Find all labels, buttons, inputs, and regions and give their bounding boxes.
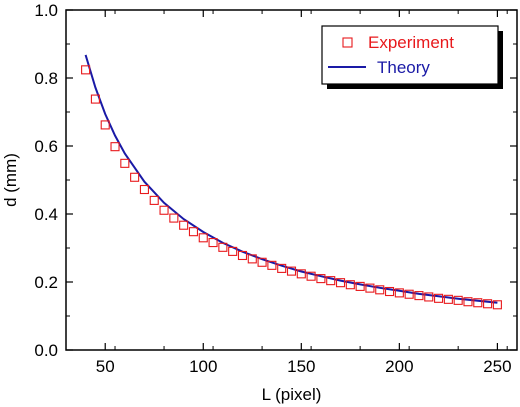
axis-ticks [66, 9, 517, 351]
experiment-point [149, 195, 159, 205]
x-tick-label: 200 [385, 357, 413, 376]
experiment-point [355, 281, 365, 291]
experiment-point [120, 158, 130, 168]
experiment-point [443, 294, 453, 304]
experiment-point [228, 246, 238, 256]
legend: Experiment Theory [321, 25, 503, 89]
legend-box [321, 25, 499, 85]
experiment-point [424, 292, 434, 302]
experiment-point [453, 295, 463, 305]
experiment-point [483, 299, 493, 309]
experiment-point [326, 276, 336, 286]
experiment-point [414, 291, 424, 301]
theory-line [84, 54, 498, 304]
experiment-point [100, 120, 110, 130]
experiment-point [306, 271, 316, 281]
y-axis-label: d (mm) [1, 153, 20, 207]
x-tick-label: 150 [287, 357, 315, 376]
experiment-point [208, 238, 218, 248]
legend-marker-experiment [342, 37, 353, 48]
experiment-point [434, 293, 444, 303]
experiment-point [463, 297, 473, 307]
legend-label-experiment: Experiment [368, 33, 454, 52]
experiment-point [473, 298, 483, 308]
x-tick-label: 250 [483, 357, 511, 376]
y-tick-label: 0.4 [34, 205, 58, 224]
experiment-point [316, 274, 326, 284]
experiment-point [218, 242, 228, 252]
experiment-point [375, 285, 385, 295]
experiment-point [296, 269, 306, 279]
experiment-point [237, 250, 248, 261]
experiment-point [169, 213, 179, 223]
experiment-point [179, 220, 189, 230]
legend-label-theory: Theory [377, 58, 430, 77]
data-series [81, 54, 502, 310]
experiment-point [404, 289, 414, 299]
experiment-point [198, 233, 208, 243]
experiment-point [257, 257, 267, 267]
experiment-point [130, 172, 140, 182]
experiment-point [335, 278, 346, 288]
experiment-point [492, 300, 502, 310]
experiment-point [384, 286, 395, 297]
tick-labels: 50 100 150 200 250 0.0 0.2 0.4 0.6 0.8 1.0 [34, 1, 511, 376]
experiment-point [159, 205, 169, 215]
y-tick-label: 1.0 [34, 1, 58, 20]
y-tick-label: 0.2 [34, 273, 58, 292]
x-tick-label: 50 [96, 357, 115, 376]
experiment-point [394, 288, 404, 298]
experiment-point [277, 263, 287, 273]
y-tick-label: 0.8 [34, 69, 58, 88]
experiment-point [188, 227, 199, 237]
experiment-point [286, 266, 297, 276]
experiment-point [267, 260, 277, 270]
experiment-point [90, 94, 100, 104]
experiment-point [345, 280, 355, 290]
x-tick-label: 100 [189, 357, 217, 376]
y-tick-label: 0.0 [34, 341, 58, 360]
x-axis-label: L (pixel) [262, 385, 322, 404]
experiment-point [81, 65, 91, 75]
y-tick-label: 0.6 [34, 137, 58, 156]
experiment-point [139, 184, 149, 195]
experiment-point [365, 283, 375, 293]
experiment-point [110, 142, 120, 152]
experiment-point [247, 254, 257, 264]
